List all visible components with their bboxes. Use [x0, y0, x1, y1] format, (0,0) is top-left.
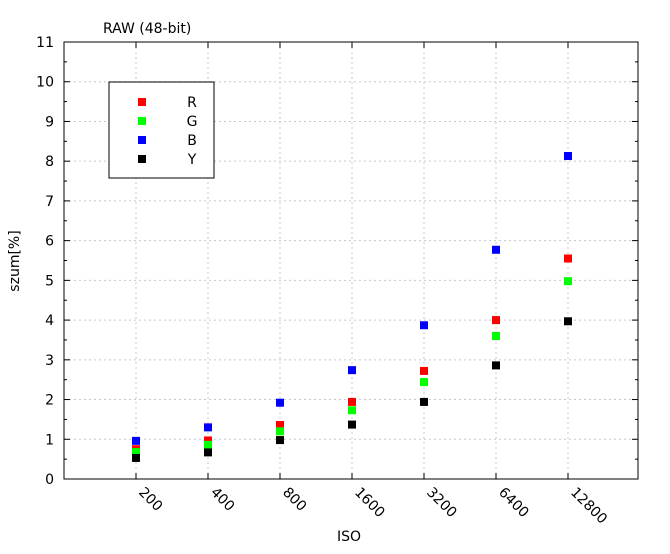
- data-point: [420, 378, 428, 387]
- data-point: [420, 366, 428, 375]
- data-point: [204, 436, 212, 445]
- legend-label: R: [187, 95, 197, 111]
- y-tick-label: 2: [45, 393, 54, 409]
- data-point: [564, 152, 572, 161]
- data-point: [132, 453, 140, 462]
- data-point: [348, 420, 356, 429]
- y-tick-label: 6: [45, 234, 54, 250]
- data-points: [132, 152, 572, 462]
- y-tick-label: 1: [45, 432, 54, 448]
- y-tick-label: 9: [45, 114, 54, 130]
- data-point: [276, 427, 284, 436]
- legend-marker: [138, 98, 146, 106]
- data-point: [492, 361, 500, 370]
- x-axis-title: ISO: [337, 529, 361, 545]
- y-tick-label: 10: [36, 75, 54, 91]
- data-point: [204, 423, 212, 432]
- series-Y: [132, 317, 572, 462]
- data-point: [204, 440, 212, 449]
- data-point: [204, 448, 212, 457]
- data-point: [564, 254, 572, 263]
- legend-label: G: [187, 114, 198, 130]
- y-tick-label: 4: [45, 313, 54, 329]
- chart-title: RAW (48-bit): [103, 21, 191, 37]
- axis-ticks: [64, 41, 638, 480]
- data-point: [564, 317, 572, 326]
- data-point: [420, 321, 428, 330]
- legend-box: [108, 81, 215, 179]
- data-point: [348, 406, 356, 415]
- data-point: [132, 447, 140, 456]
- data-point: [564, 277, 572, 286]
- legend-label: B: [187, 133, 197, 149]
- series-B: [132, 152, 572, 445]
- series-G: [132, 277, 572, 456]
- data-point: [348, 397, 356, 406]
- y-axis-title: szum[%]: [7, 230, 23, 291]
- y-tick-label: 3: [45, 353, 54, 369]
- data-point: [420, 397, 428, 406]
- data-point: [132, 436, 140, 445]
- data-point: [276, 436, 284, 445]
- y-tick-label: 7: [45, 194, 54, 210]
- data-point: [492, 331, 500, 340]
- legend-marker: [138, 136, 146, 144]
- data-point: [492, 316, 500, 325]
- legend-label: Y: [187, 152, 197, 168]
- data-point: [276, 420, 284, 429]
- data-point: [492, 245, 500, 254]
- data-point: [276, 398, 284, 407]
- y-tick-label: 5: [45, 273, 54, 289]
- legend-marker: [138, 117, 146, 125]
- y-tick-label: 0: [45, 472, 54, 488]
- y-tick-label: 8: [45, 154, 54, 170]
- legend-marker: [138, 155, 146, 163]
- y-tick-label: 11: [36, 35, 54, 51]
- y-tick-labels: 0 1 2 3 4 5 6 7 8 9 10 11: [36, 35, 54, 488]
- data-point: [348, 366, 356, 375]
